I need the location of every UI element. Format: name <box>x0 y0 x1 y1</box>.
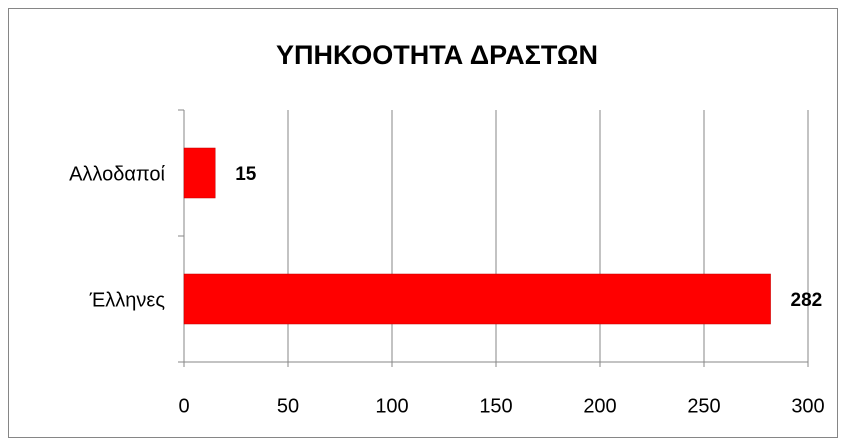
y-tick-label: Αλλοδαποί <box>69 163 165 185</box>
data-label: 282 <box>791 290 823 311</box>
x-tick-label: 50 <box>277 395 299 417</box>
bar <box>183 147 216 199</box>
x-tick-label: 200 <box>583 395 616 417</box>
x-tick-label: 250 <box>687 395 720 417</box>
chart-title: ΥΠΗΚΟΟΤΗΤΑ ΔΡΑΣΤΩΝ <box>276 40 598 70</box>
chart-border <box>8 8 838 438</box>
x-tick-label: 100 <box>375 395 408 417</box>
x-tick-label: 0 <box>178 395 189 417</box>
y-tick-label: Έλληνες <box>89 289 166 311</box>
bar <box>183 273 771 325</box>
data-label: 15 <box>235 164 257 185</box>
x-tick-label: 300 <box>791 395 824 417</box>
x-tick-label: 150 <box>479 395 512 417</box>
